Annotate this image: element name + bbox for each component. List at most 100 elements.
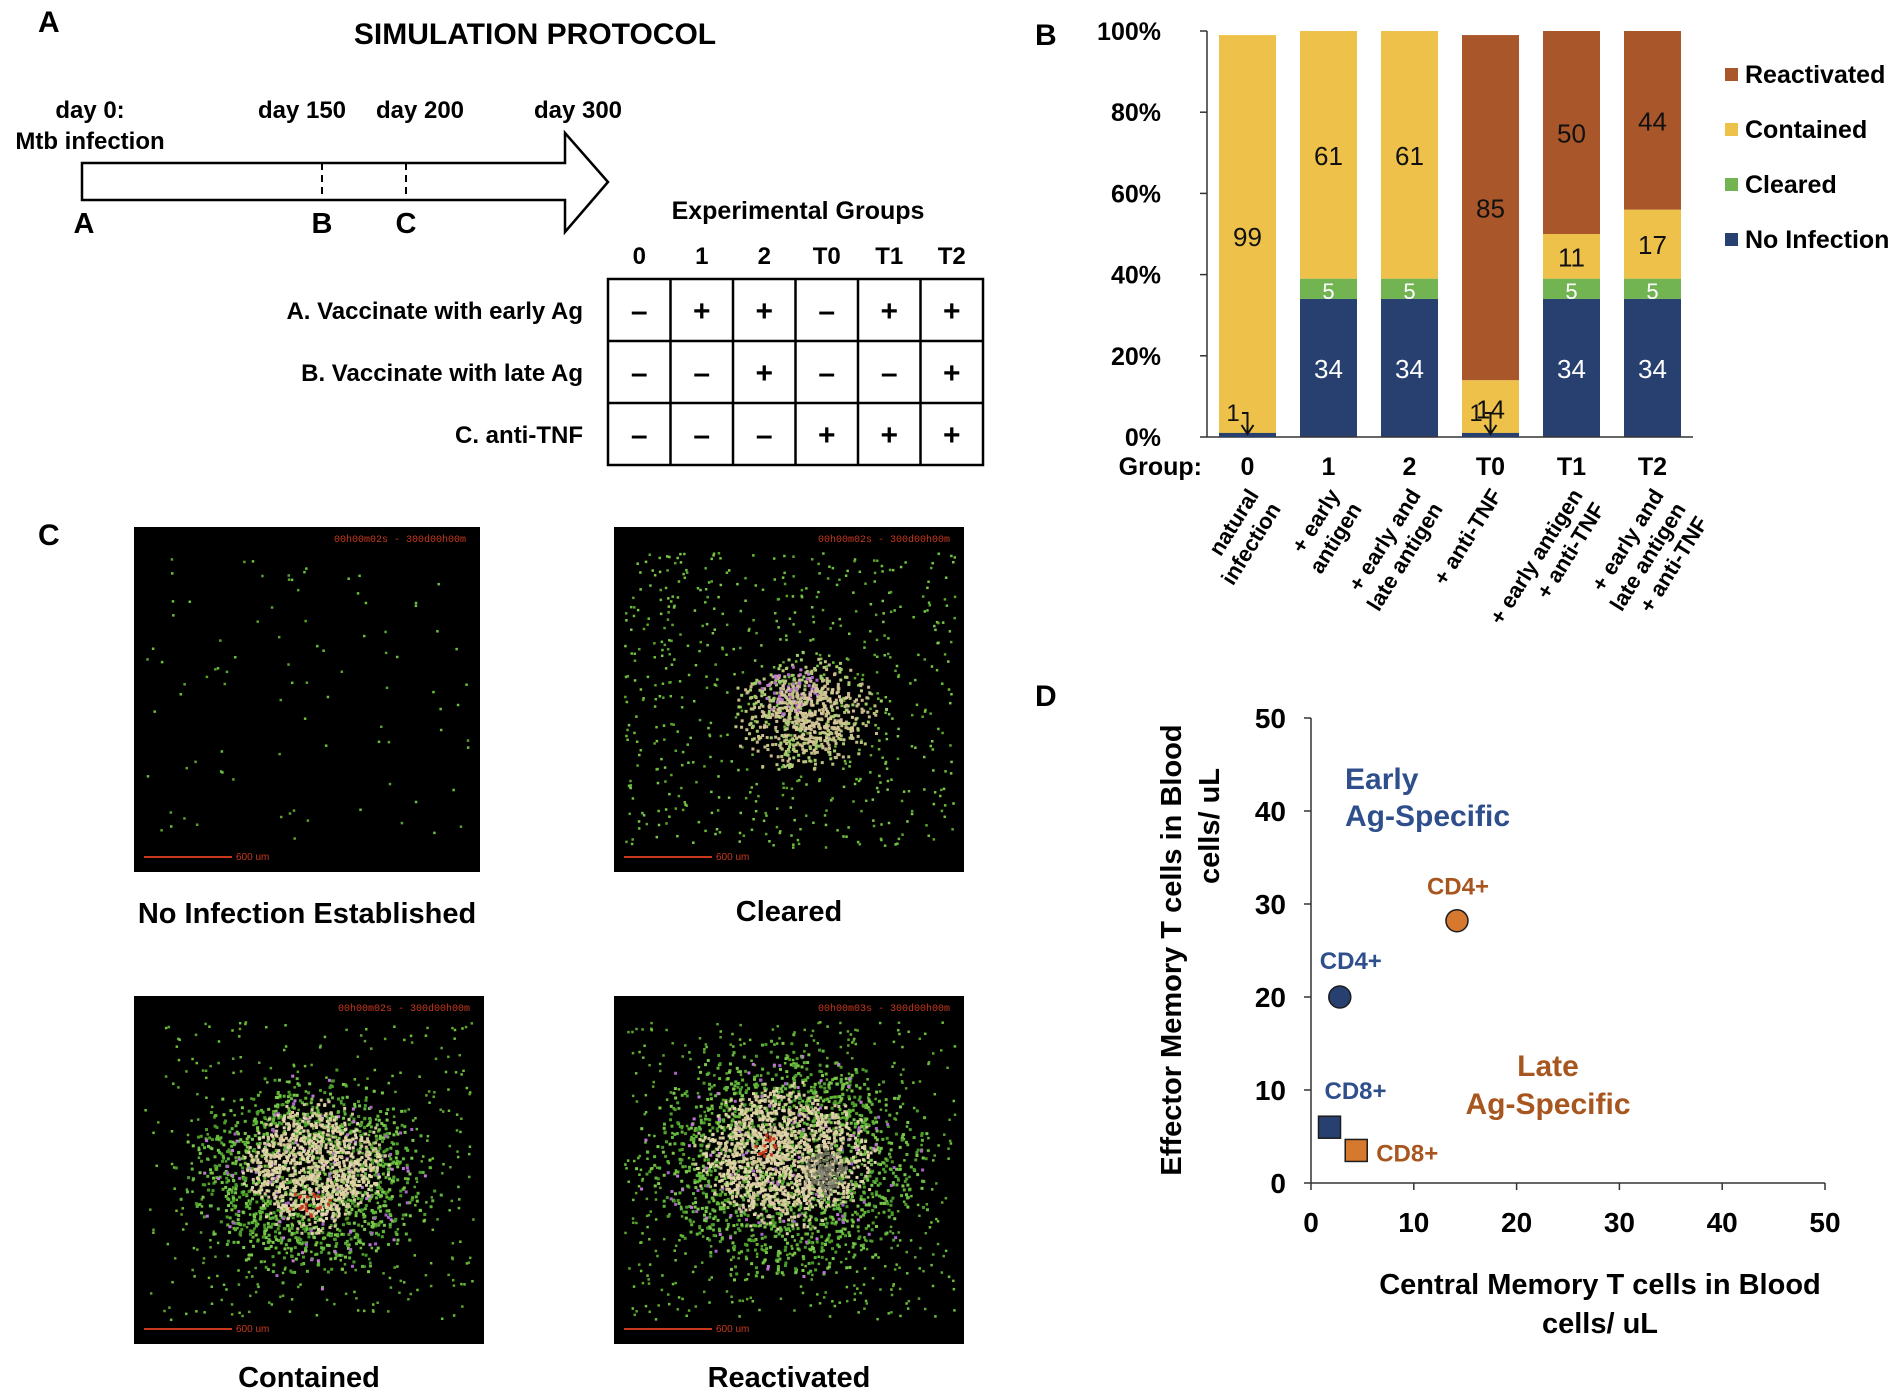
sim-cell xyxy=(875,655,879,659)
sim-cell xyxy=(753,720,757,723)
sim-cell xyxy=(866,720,870,724)
sim-cell xyxy=(834,731,838,735)
sim-cell xyxy=(649,1210,653,1213)
sim-cell xyxy=(338,1130,342,1134)
sim-cell xyxy=(315,1180,319,1184)
sim-cell xyxy=(223,1121,227,1125)
sim-cell xyxy=(249,1199,253,1203)
sim-cell xyxy=(260,1195,264,1199)
sim-cell xyxy=(812,682,816,686)
sim-cell xyxy=(466,739,470,742)
sim-cell xyxy=(680,763,684,767)
sim-cell xyxy=(739,811,743,815)
sim-cell xyxy=(639,748,643,752)
day150-label: day 150 xyxy=(258,97,346,124)
sim-cell xyxy=(467,1261,470,1264)
sim-cell xyxy=(893,609,896,612)
bar-value-label: 11 xyxy=(1558,242,1585,272)
sim-cell xyxy=(276,1208,280,1212)
sim-cell xyxy=(741,1299,745,1303)
sim-cell xyxy=(825,668,829,672)
sim-cell xyxy=(816,695,820,699)
sim-cell xyxy=(396,1227,400,1231)
sim-cell xyxy=(389,1157,393,1161)
sim-cell xyxy=(734,725,738,729)
bar-value-label: 85 xyxy=(1476,194,1505,224)
sim-cell xyxy=(656,781,660,785)
sim-cell xyxy=(791,684,795,688)
sim-cell xyxy=(303,717,307,720)
sim-cell xyxy=(370,1188,374,1192)
sim-cell xyxy=(706,1106,709,1110)
sim-cell xyxy=(316,1259,320,1263)
sim-cell xyxy=(416,1191,420,1195)
sim-cell xyxy=(786,748,790,752)
treatment-cell: + xyxy=(880,295,898,328)
sim-cell xyxy=(231,1057,235,1060)
sim-cell xyxy=(283,1268,287,1271)
sim-cell xyxy=(232,1196,236,1200)
sim-cell xyxy=(221,1187,225,1191)
sim-cell xyxy=(288,1145,292,1149)
sim-cell xyxy=(264,1247,268,1251)
sim-cell xyxy=(195,823,199,826)
sim-cell xyxy=(798,706,802,710)
sim-cell xyxy=(326,1150,330,1154)
sim-cell xyxy=(213,1124,217,1128)
sim-cell xyxy=(303,1177,307,1181)
sim-cell xyxy=(253,1227,256,1230)
sim-cell xyxy=(287,1209,291,1213)
sim-cell xyxy=(377,1143,381,1147)
sim-cell xyxy=(784,706,788,710)
sim-cell xyxy=(311,1149,315,1153)
sim-cell xyxy=(699,640,703,644)
sim-cell xyxy=(855,1270,859,1273)
sim-cell xyxy=(265,1150,269,1154)
sim-cell xyxy=(332,1161,336,1165)
sim-cell xyxy=(935,620,939,624)
sim-cell xyxy=(193,1275,196,1278)
sim-cell xyxy=(376,1201,380,1205)
sim-cell xyxy=(277,1078,281,1082)
sim-cell xyxy=(801,718,805,722)
sim-cell xyxy=(875,709,879,713)
sim-cell xyxy=(784,695,788,699)
sim-cell xyxy=(374,1141,378,1145)
sim-cell xyxy=(838,720,842,724)
sim-cell xyxy=(237,1269,240,1272)
sim-cell xyxy=(376,1163,380,1167)
sim-cell xyxy=(753,694,757,698)
sim-cell xyxy=(694,663,698,667)
sim-cell xyxy=(947,660,950,663)
sim-cell xyxy=(650,1027,653,1031)
sim-cell xyxy=(856,840,860,844)
sim-cell xyxy=(323,1035,327,1039)
sim-cell xyxy=(775,730,779,734)
sim-cell xyxy=(794,743,798,747)
sim-cell xyxy=(269,1153,273,1157)
sim-cell xyxy=(271,1270,275,1274)
sim-cell xyxy=(835,665,839,669)
sim-cell xyxy=(317,1227,321,1231)
sim-cell xyxy=(805,677,809,681)
sim-cell xyxy=(293,837,296,840)
sim-cell xyxy=(907,1299,911,1303)
sim-cell xyxy=(363,1172,367,1176)
sim-cell xyxy=(736,1223,739,1226)
sim-cell xyxy=(225,1288,228,1291)
sim-cell xyxy=(341,1190,345,1194)
sim-cell xyxy=(655,739,659,743)
sim-cell xyxy=(822,552,825,555)
sim-cell xyxy=(209,1204,213,1208)
sim-cell xyxy=(785,638,788,642)
sim-cell xyxy=(314,1211,318,1215)
sim-cell xyxy=(468,1091,472,1094)
sim-cell xyxy=(181,1207,184,1210)
sim-cell xyxy=(299,1183,303,1187)
sim-cell xyxy=(858,1113,861,1117)
sim-cell xyxy=(318,1217,322,1221)
sim-cell xyxy=(787,685,791,689)
sim-cell xyxy=(919,1246,922,1250)
sim-cell xyxy=(364,1167,368,1171)
sim-cell xyxy=(335,1204,339,1208)
